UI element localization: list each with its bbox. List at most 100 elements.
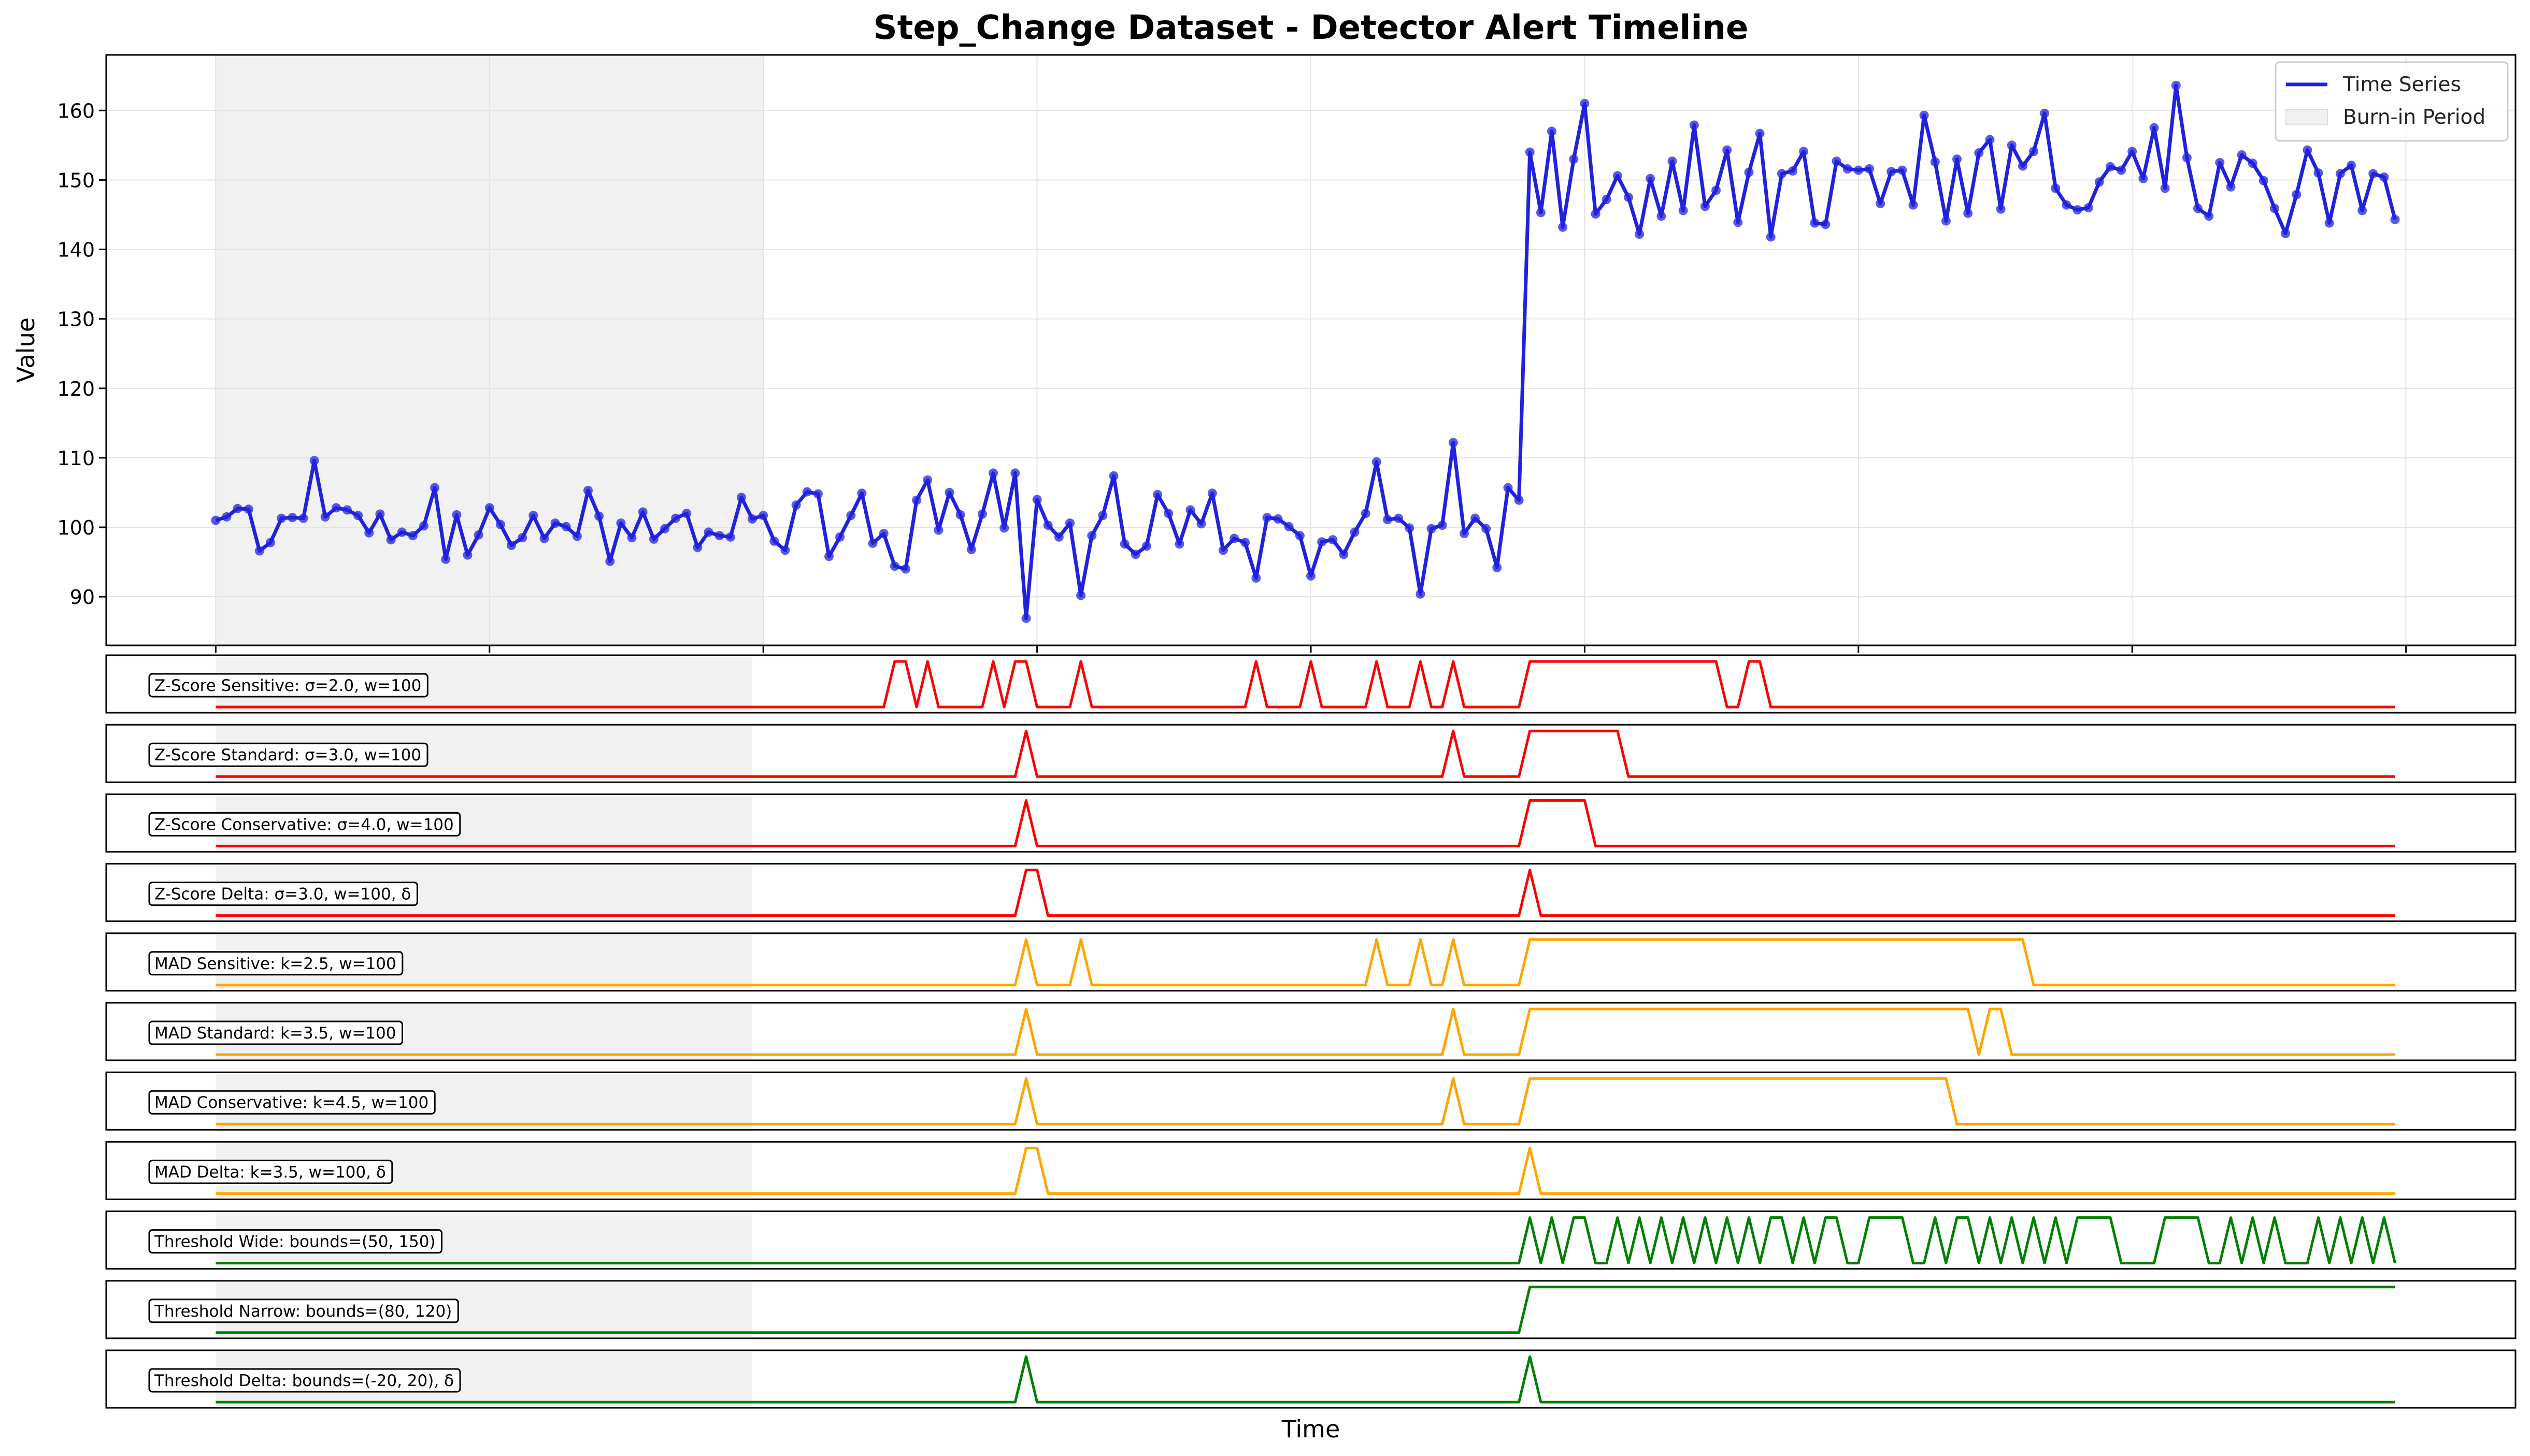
alert-panel-label-box	[148, 1159, 393, 1184]
alert-panel-frame	[105, 724, 2517, 783]
data-point	[649, 534, 659, 544]
data-point	[2313, 168, 2323, 178]
alert-panel-frame	[105, 1002, 2517, 1061]
data-point	[1766, 232, 1776, 242]
data-point	[1908, 200, 1918, 210]
data-point	[2051, 183, 2061, 193]
alert-panel-label: MAD Standard: k=3.5, w=100	[154, 1024, 396, 1043]
data-point	[507, 540, 516, 550]
legend-frame	[2275, 61, 2509, 142]
alert-trace	[216, 1216, 2396, 1265]
data-point	[495, 520, 505, 529]
alert-panel-label: MAD Sensitive: k=2.5, w=100	[154, 955, 396, 973]
data-point	[386, 535, 396, 545]
data-point	[1744, 167, 1754, 177]
data-point	[1371, 457, 1381, 467]
data-point	[1120, 539, 1130, 549]
data-point	[474, 530, 483, 540]
data-point	[638, 507, 648, 517]
data-point	[1361, 509, 1370, 518]
alert-panel: MAD Standard: k=3.5, w=100	[105, 1002, 2517, 1061]
data-point	[725, 532, 735, 542]
data-point	[780, 545, 790, 555]
alert-trace	[216, 1146, 2395, 1195]
data-point	[1624, 192, 1633, 202]
data-point	[1667, 156, 1677, 166]
data-point	[2062, 200, 2071, 210]
data-point	[1832, 156, 1841, 166]
data-point	[879, 529, 889, 539]
data-point	[1919, 110, 1929, 120]
alert-panel: MAD Conservative: k=4.5, w=100	[105, 1071, 2517, 1131]
data-point	[1525, 147, 1535, 157]
y-axis: 90 100 110 120 130 140 150 160	[57, 99, 106, 609]
y-tick-label: 110	[57, 447, 95, 470]
data-point	[1218, 545, 1228, 555]
alert-panel: Z-Score Standard: σ=3.0, w=100	[105, 724, 2517, 783]
data-point	[1558, 222, 1568, 232]
data-point	[2094, 177, 2104, 187]
data-point	[1459, 529, 1469, 539]
data-point	[1492, 563, 1502, 572]
data-point	[1930, 157, 1940, 167]
data-point	[364, 528, 374, 538]
data-point	[704, 527, 713, 537]
data-point	[1043, 521, 1053, 530]
data-point	[2248, 158, 2257, 168]
data-point	[539, 534, 549, 543]
data-point	[1865, 164, 1874, 174]
data-point	[1612, 171, 1622, 181]
data-point	[309, 456, 319, 466]
alert-trace	[216, 660, 2395, 709]
data-point	[266, 538, 275, 547]
data-point	[868, 538, 878, 548]
y-tick-label: 130	[57, 308, 95, 331]
data-point	[1383, 515, 1392, 525]
data-point	[2237, 150, 2247, 160]
data-point	[1207, 488, 1217, 498]
alert-trace	[216, 729, 2395, 778]
y-tick-label: 160	[57, 99, 95, 122]
alert-panel-label: Threshold Delta: bounds=(-20, 20), δ	[154, 1372, 454, 1390]
data-point	[1295, 531, 1305, 541]
alert-panel-label-box	[148, 1299, 459, 1323]
data-point	[561, 522, 571, 531]
data-point	[244, 504, 253, 514]
data-point	[1952, 154, 1962, 164]
alert-panel-label-box	[148, 1368, 461, 1393]
data-point	[2270, 204, 2279, 213]
data-point	[791, 500, 801, 510]
data-point	[682, 509, 692, 518]
main-plot: 90 100 110 120 130 140 150 160 Value Time Serie…	[12, 54, 2517, 653]
alert-panel-label-box	[148, 1090, 436, 1115]
legend-label-burn-in: Burn-in Period	[2343, 106, 2485, 129]
data-point	[2182, 153, 2192, 163]
data-point	[627, 533, 637, 543]
data-point	[1985, 135, 1995, 145]
alert-trace	[216, 1286, 2395, 1334]
data-point	[1853, 165, 1863, 175]
data-point	[430, 483, 440, 493]
data-point	[298, 513, 308, 523]
data-point	[288, 513, 297, 523]
data-point	[1306, 571, 1316, 581]
alert-panel: Threshold Wide: bounds=(50, 150)	[105, 1210, 2517, 1270]
alert-panel-label: Z-Score Sensitive: σ=2.0, w=100	[154, 676, 421, 695]
data-point	[693, 542, 703, 552]
data-point	[912, 495, 922, 505]
alert-panel: Z-Score Conservative: σ=4.0, w=100	[105, 793, 2517, 853]
data-point	[1996, 204, 2006, 214]
data-point	[1536, 208, 1546, 218]
data-point	[397, 527, 407, 537]
alert-panel-frame	[105, 793, 2517, 853]
data-point	[1481, 524, 1491, 534]
data-point	[2215, 157, 2225, 167]
alert-panel-label: Threshold Wide: bounds=(50, 150)	[154, 1233, 436, 1251]
main-plot-frame	[105, 54, 2517, 646]
data-point	[1416, 589, 1425, 599]
x-axis-ticks	[215, 645, 2407, 653]
data-point	[331, 503, 341, 513]
data-point	[1317, 537, 1327, 547]
data-point	[1656, 211, 1666, 221]
data-point	[1821, 220, 1831, 229]
